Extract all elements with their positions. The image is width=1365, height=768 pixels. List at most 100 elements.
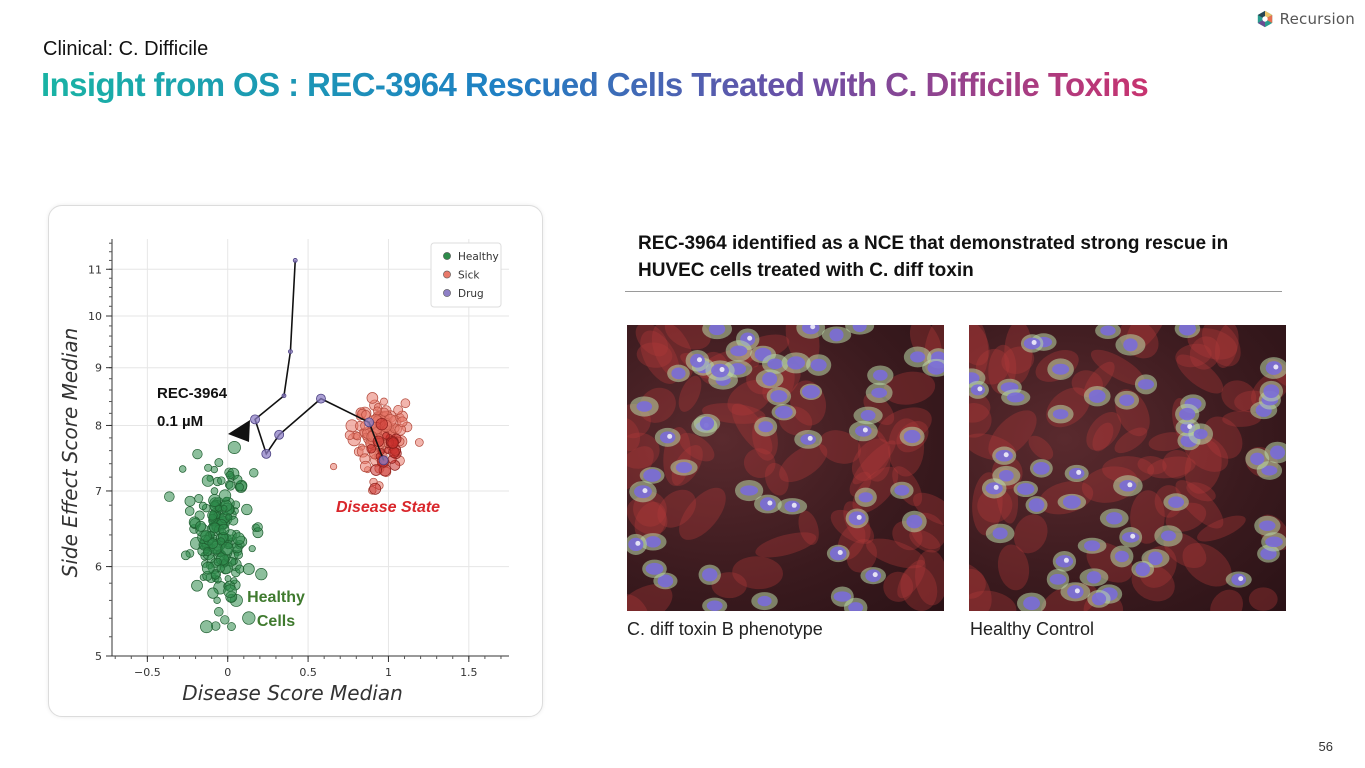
data-point-healthy [178,465,187,473]
scatter-chart: −0.5 0 0.5 1 1.5 5 6 7 8 9 10 11 Disease Score Media… [58,239,509,705]
legend-swatch-healthy [443,252,451,260]
x-tick-label: 1 [385,666,392,679]
y-tick-label: 10 [88,310,102,323]
data-point-healthy [213,596,221,604]
data-point-healthy [164,491,175,502]
data-point-healthy [249,468,259,478]
data-point-drug [261,448,272,459]
data-point-healthy [214,458,224,467]
data-point-sick [359,460,372,473]
legend-label-drug: Drug [458,288,484,300]
data-point-healthy [220,504,228,512]
data-point-drug [281,393,287,399]
data-point-healthy [248,545,256,553]
data-point-sick [393,405,404,415]
annotation-cells: Cells [257,613,295,630]
data-point-sick [369,482,382,495]
healthy-microscopy-image [969,325,1286,611]
data-point-healthy [184,495,196,507]
data-point-sick [344,430,355,441]
page-kicker: Clinical: C. Difficile [43,38,209,60]
data-point-sick [375,418,388,431]
toxin-image-caption: C. diff toxin B phenotype [627,619,823,639]
data-point-healthy [241,503,253,516]
data-point-healthy [198,501,208,511]
scatter-chart-card: −0.5 0 0.5 1 1.5 5 6 7 8 9 10 11 Disease Score Media… [48,205,543,717]
data-point-healthy [227,441,241,454]
legend-swatch-sick [443,270,451,279]
pointer-arrow-icon [228,420,250,442]
data-point-healthy [216,537,226,546]
y-axis-label: Side Effect Score Median [58,328,82,578]
data-point-healthy [230,577,238,585]
data-point-healthy [195,520,207,532]
data-point-healthy [192,448,203,460]
legend-swatch-drug [443,289,451,297]
data-point-sick [414,438,424,447]
data-point-healthy [194,494,204,503]
data-point-drug [364,417,375,428]
data-point-drug [378,455,389,466]
data-point-healthy [200,530,212,542]
data-point-sick [370,464,382,476]
data-point-healthy [217,476,226,485]
data-point-sick [366,392,379,404]
data-point-healthy [233,474,243,485]
data-point-healthy [184,506,195,516]
data-point-drug [288,349,293,355]
data-point-drug [292,258,298,263]
data-point-sick [400,398,411,409]
data-point-healthy [220,542,234,556]
data-point-healthy [232,532,245,545]
data-point-healthy [209,522,221,534]
data-point-healthy [200,620,213,634]
data-point-sick [387,437,399,449]
x-axis-label: Disease Score Median [182,681,403,705]
data-point-healthy [207,587,219,599]
data-point-healthy [214,607,224,617]
data-point-sick [379,397,388,406]
data-point-healthy [225,480,236,491]
x-tick-label: 0.5 [299,666,317,679]
data-point-healthy [227,622,236,631]
y-tick-label: 11 [88,263,102,276]
data-point-sick [366,444,376,454]
data-point-healthy [225,470,235,480]
data-point-healthy [204,463,213,472]
data-point-drug [250,414,260,425]
y-tick-label: 6 [95,561,102,574]
y-tick-label: 9 [95,362,102,375]
x-tick-label: 0 [224,666,231,679]
y-tick-label: 7 [95,485,102,498]
brand-logo: Recursion [1256,10,1355,28]
y-tick-label: 8 [95,419,102,432]
annotation-drug-name: REC-3964 [157,385,228,402]
data-point-healthy [201,474,214,487]
hexagon-logo-icon [1257,10,1272,28]
data-point-healthy [223,584,237,598]
data-point-healthy [218,489,232,502]
data-point-sick [373,406,382,416]
toxin-microscopy-image [627,325,944,611]
data-point-sick [353,432,362,441]
data-point-healthy [255,568,268,581]
data-point-drug [274,429,285,440]
legend-label-sick: Sick [458,270,480,282]
divider [625,291,1282,292]
x-tick-label: −0.5 [134,666,161,679]
x-tick-label: 1.5 [460,666,478,679]
data-point-sick [382,432,390,440]
data-point-healthy [201,561,215,575]
data-point-healthy [224,575,232,582]
page-title: Insight from OS : REC-3964 Rescued Cells… [41,66,1149,103]
data-point-healthy [208,494,222,507]
data-point-healthy [180,550,191,561]
data-point-healthy [213,557,222,566]
data-point-healthy [210,487,219,495]
findings-text: REC-3964 identified as a NCE that demons… [638,233,1229,281]
data-point-drug [316,393,326,404]
data-point-healthy [242,611,256,625]
y-tick-label: 5 [95,650,102,663]
data-point-sick [330,463,338,471]
data-point-healthy [253,522,263,532]
